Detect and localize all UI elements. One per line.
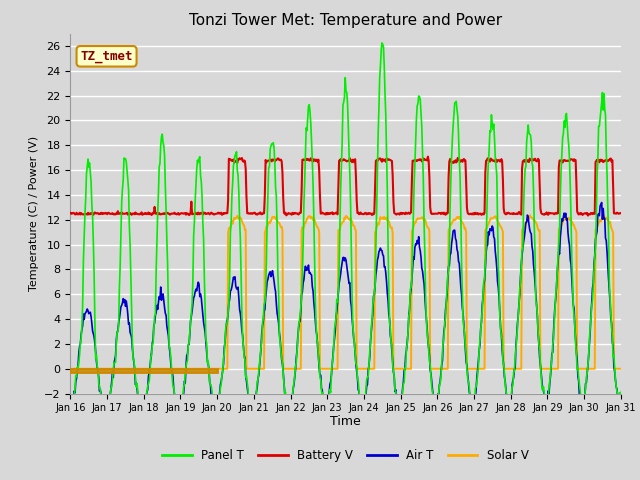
Panel T	[414, 100, 422, 106]
Battery V	[67, 210, 74, 216]
Panel T	[617, 389, 625, 395]
Air T	[176, 415, 184, 420]
Panel T	[134, 388, 141, 394]
Battery V	[77, 212, 84, 217]
Panel T	[67, 411, 74, 417]
Air T	[617, 397, 625, 403]
Solar V	[218, 366, 226, 372]
Air T	[77, 341, 84, 347]
X-axis label: Time: Time	[330, 415, 361, 428]
Battery V	[189, 211, 196, 217]
Solar V	[133, 366, 141, 372]
Line: Panel T: Panel T	[70, 43, 621, 420]
Legend: Panel T, Battery V, Air T, Solar V: Panel T, Battery V, Air T, Solar V	[157, 444, 534, 467]
Solar V	[617, 366, 625, 372]
Bar	[70, 369, 217, 372]
Panel T	[77, 340, 84, 346]
Solar V	[67, 366, 74, 372]
Battery V	[218, 212, 226, 217]
Y-axis label: Temperature (C) / Power (V): Temperature (C) / Power (V)	[29, 136, 38, 291]
Battery V	[133, 211, 141, 216]
Air T	[429, 393, 437, 399]
Air T	[598, 200, 605, 205]
Solar V	[526, 213, 534, 218]
Air T	[67, 411, 74, 417]
Battery V	[584, 213, 592, 218]
Air T	[413, 238, 421, 243]
Air T	[219, 367, 227, 373]
Solar V	[189, 366, 196, 372]
Panel T	[100, 417, 108, 422]
Air T	[133, 385, 141, 391]
Battery V	[424, 154, 432, 159]
Panel T	[430, 397, 438, 403]
Battery V	[429, 211, 437, 217]
Text: TZ_tmet: TZ_tmet	[80, 50, 133, 63]
Battery V	[413, 158, 420, 164]
Line: Air T: Air T	[70, 203, 621, 418]
Solar V	[429, 366, 436, 372]
Line: Battery V: Battery V	[70, 156, 621, 216]
Battery V	[617, 210, 625, 216]
Solar V	[413, 217, 420, 223]
Line: Solar V: Solar V	[70, 216, 621, 369]
Solar V	[77, 366, 84, 372]
Panel T	[378, 40, 386, 46]
Title: Tonzi Tower Met: Temperature and Power: Tonzi Tower Met: Temperature and Power	[189, 13, 502, 28]
Panel T	[190, 233, 198, 239]
Panel T	[219, 369, 227, 374]
Air T	[190, 295, 198, 300]
